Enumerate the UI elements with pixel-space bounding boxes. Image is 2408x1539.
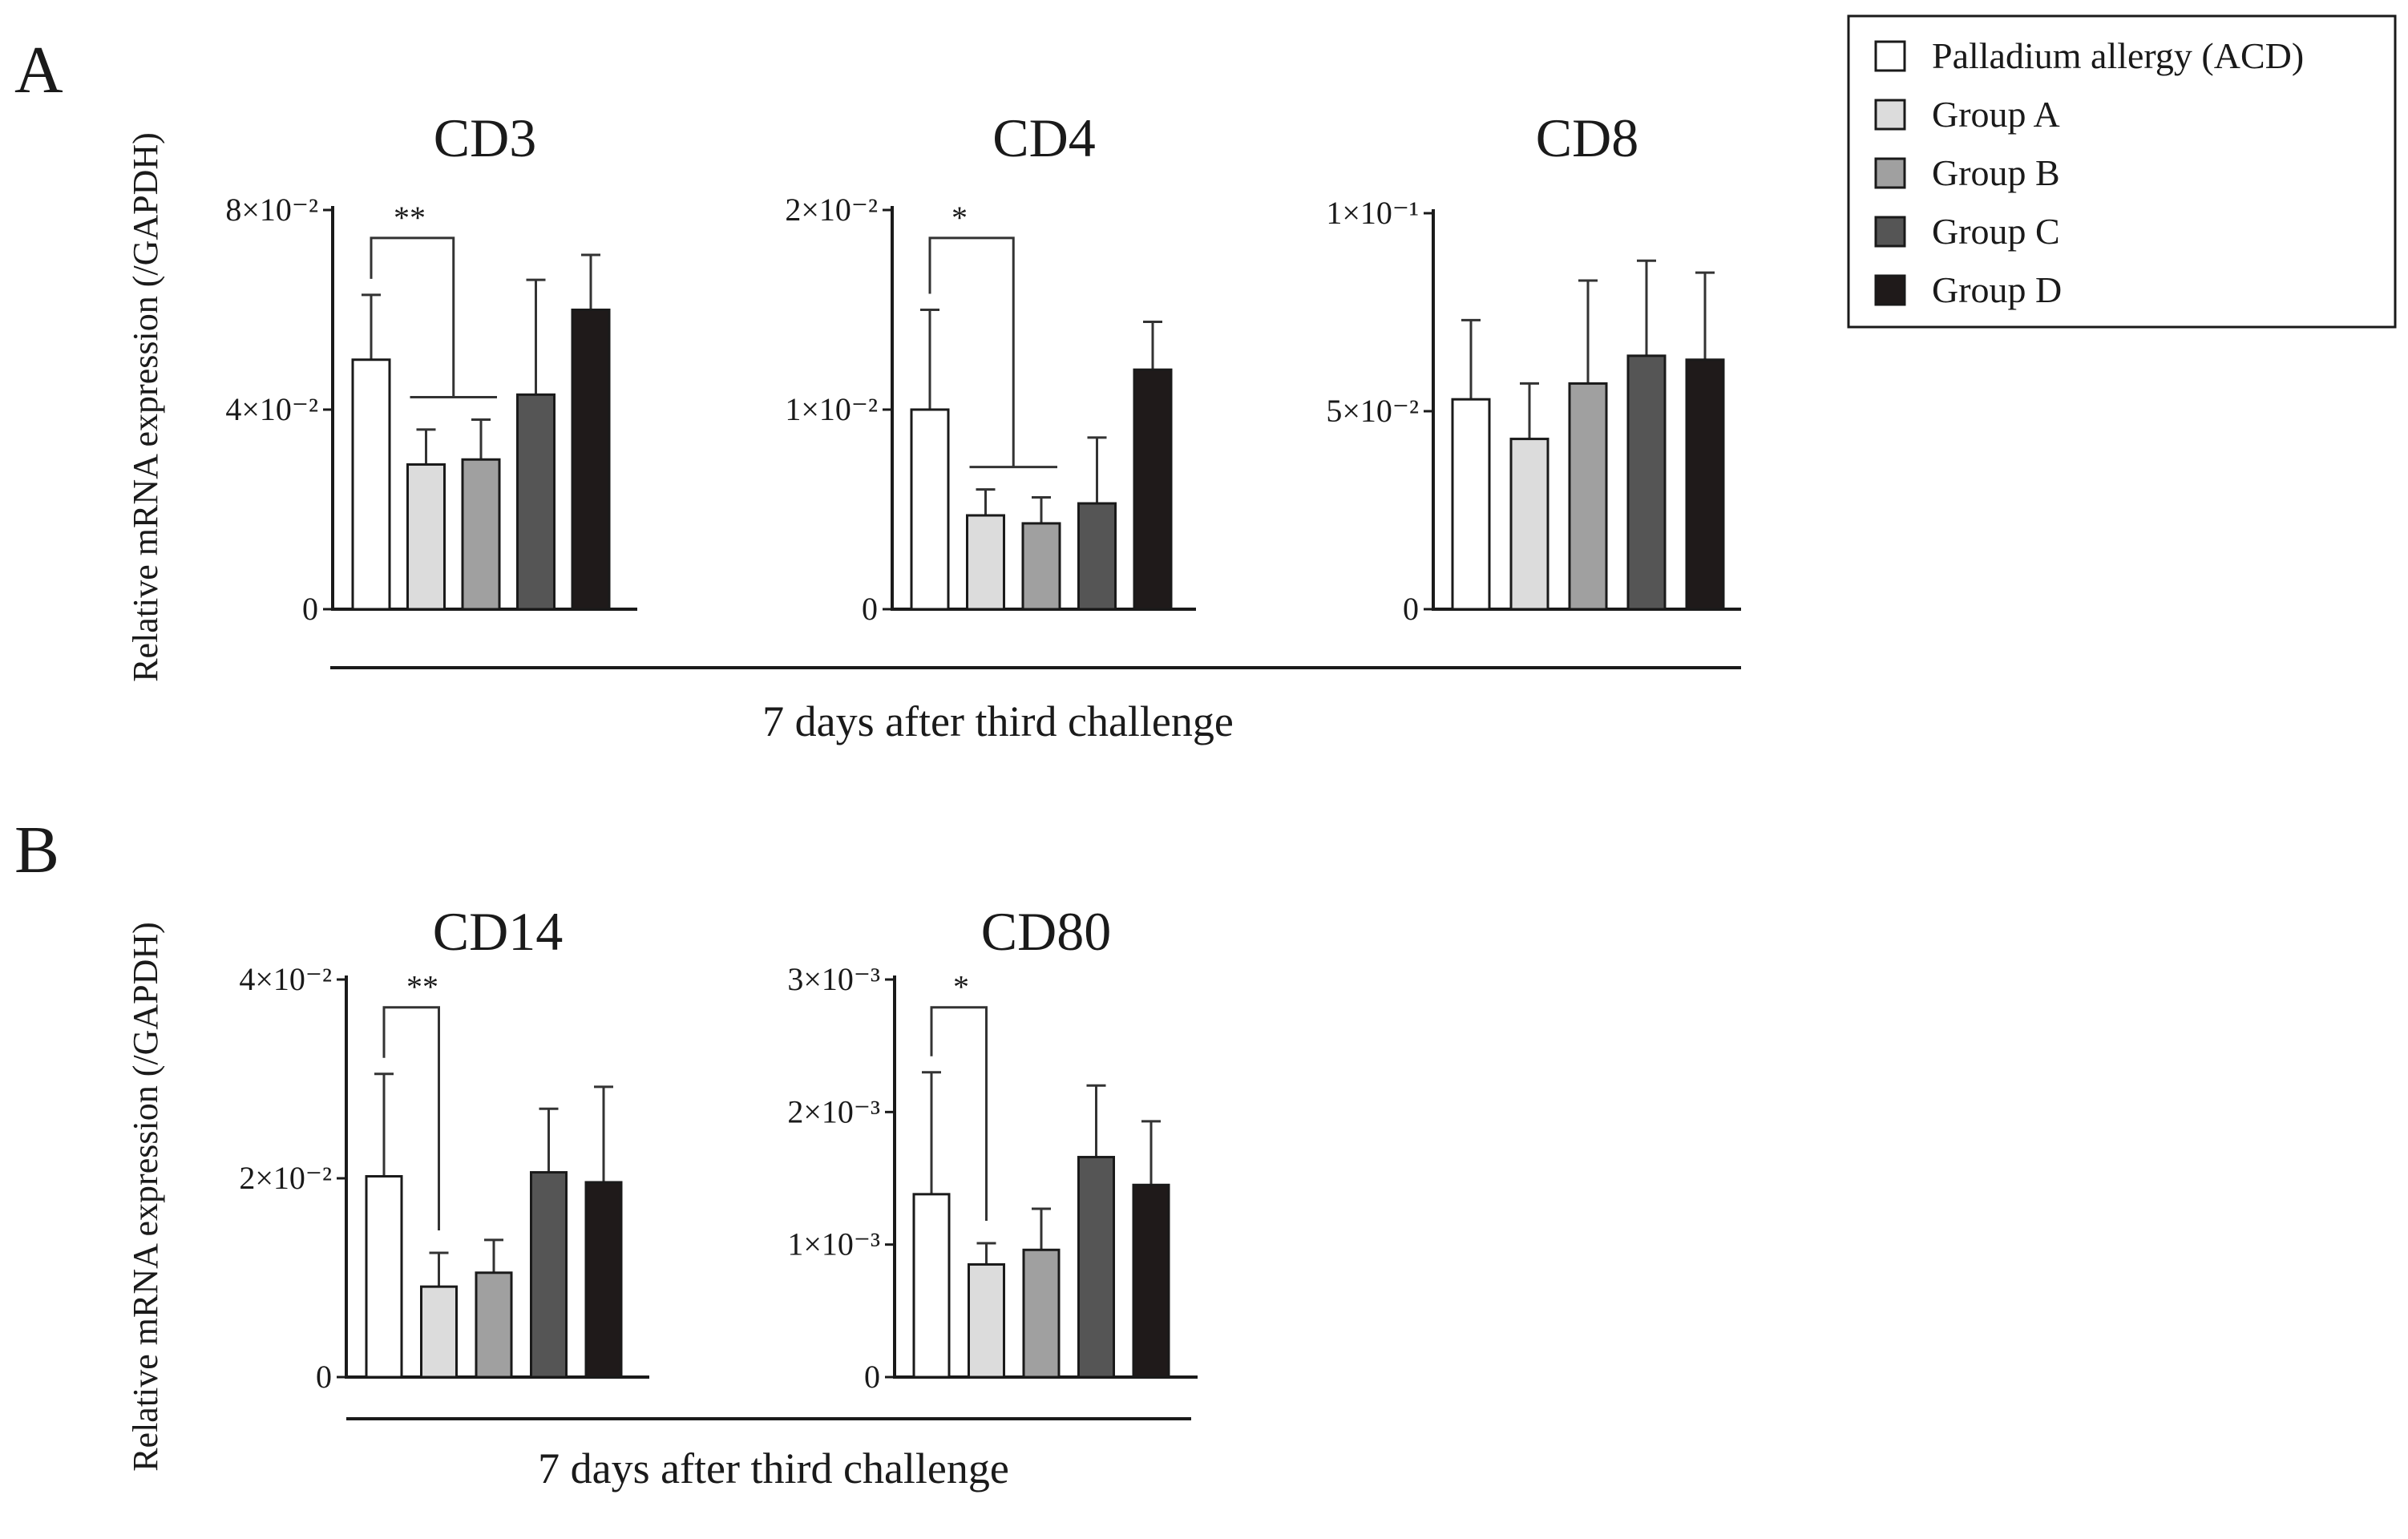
- y-tick-label: 4×10⁻²: [239, 961, 332, 997]
- bar: [1451, 398, 1491, 611]
- legend-box: [1847, 14, 2397, 329]
- bar: [1509, 438, 1549, 611]
- y-tick-label: 4×10⁻²: [225, 391, 318, 427]
- chart-cd4: CD4 0 1×10⁻² 2×10⁻² *: [785, 107, 1196, 627]
- legend-swatch: [1874, 274, 1906, 306]
- bar: [1077, 1156, 1115, 1379]
- y-tick-label: 8×10⁻²: [225, 192, 318, 228]
- bar: [910, 408, 950, 611]
- chart-title: CD80: [981, 901, 1111, 962]
- chart-title: CD3: [434, 107, 536, 168]
- chart-title: CD8: [1536, 107, 1638, 168]
- significance-label: **: [394, 200, 426, 236]
- significance-bracket: [382, 1006, 440, 1230]
- significance-bracket: [930, 1006, 988, 1222]
- legend: Palladium allergy (ACD) Group A Group B Gro…: [1847, 14, 2397, 329]
- y-tick-label: 2×10⁻²: [239, 1160, 332, 1196]
- significance-label: *: [951, 200, 968, 236]
- bar: [1133, 368, 1173, 611]
- legend-label: Group D: [1932, 269, 2062, 310]
- y-tick-label: 1×10⁻³: [787, 1226, 880, 1262]
- panel-a-ylabel: Relative mRNA expression (/GAPDH): [126, 132, 165, 682]
- bar: [461, 458, 501, 611]
- chart-title: CD4: [992, 107, 1095, 168]
- chart-cd80: CD80 0 1×10⁻³ 2×10⁻³ 3×10⁻³ *: [787, 901, 1198, 1395]
- legend-swatch: [1874, 99, 1906, 131]
- y-tick-label: 1×10⁻²: [785, 391, 878, 427]
- bar: [351, 358, 391, 611]
- panel-b-ylabel: Relative mRNA expression (/GAPDH): [126, 922, 165, 1472]
- y-tick-label: 0: [862, 591, 878, 627]
- panel-a-label: A: [14, 33, 63, 107]
- legend-label: Palladium allergy (ACD): [1932, 35, 2304, 76]
- y-tick-label: 2×10⁻³: [787, 1093, 880, 1129]
- bar: [968, 1262, 1005, 1379]
- panel-a-xlabel: 7 days after third challenge: [762, 697, 1234, 745]
- bar: [365, 1175, 403, 1379]
- legend-label: Group C: [1932, 211, 2060, 252]
- bar: [1132, 1183, 1170, 1379]
- y-tick-label: 0: [302, 591, 318, 627]
- significance-label: *: [953, 969, 969, 1005]
- bar: [1022, 1248, 1061, 1379]
- chart-title: CD14: [433, 901, 563, 962]
- legend-swatch: [1874, 216, 1906, 248]
- y-tick-label: 3×10⁻³: [787, 961, 880, 997]
- y-tick-label: 0: [316, 1359, 332, 1395]
- y-tick-label: 1×10⁻¹: [1326, 195, 1419, 231]
- bar: [1685, 358, 1725, 611]
- chart-cd14: CD14 0 2×10⁻² 4×10⁻² **: [239, 901, 649, 1395]
- bar: [912, 1193, 951, 1379]
- y-tick-label: 0: [1403, 591, 1419, 627]
- significance-bracket: [928, 236, 1015, 467]
- bar: [966, 514, 1005, 611]
- y-tick-label: 0: [864, 1359, 880, 1395]
- bar: [584, 1181, 623, 1379]
- legend-swatch: [1874, 40, 1906, 72]
- significance-bracket: [370, 236, 455, 398]
- bar: [1077, 502, 1117, 611]
- chart-cd3: CD3 0 4×10⁻² 8×10⁻² **: [225, 107, 637, 627]
- panel-b-label: B: [14, 813, 59, 887]
- bar: [475, 1271, 513, 1379]
- significance-label: **: [406, 969, 438, 1005]
- bar: [571, 309, 611, 611]
- panel-b-xlabel: 7 days after third challenge: [538, 1444, 1009, 1493]
- chart-cd8: CD8 0 5×10⁻² 1×10⁻¹: [1326, 107, 1741, 627]
- y-tick-label: 5×10⁻²: [1326, 393, 1419, 429]
- legend-label: Group B: [1932, 152, 2060, 193]
- bar: [1626, 354, 1667, 611]
- bar: [1021, 522, 1061, 611]
- bar: [1568, 382, 1608, 611]
- bar: [406, 463, 446, 611]
- y-tick-label: 2×10⁻²: [785, 192, 878, 228]
- bar: [516, 393, 556, 611]
- bar: [530, 1171, 568, 1379]
- legend-label: Group A: [1932, 94, 2060, 135]
- legend-swatch: [1874, 157, 1906, 189]
- bar: [420, 1285, 458, 1379]
